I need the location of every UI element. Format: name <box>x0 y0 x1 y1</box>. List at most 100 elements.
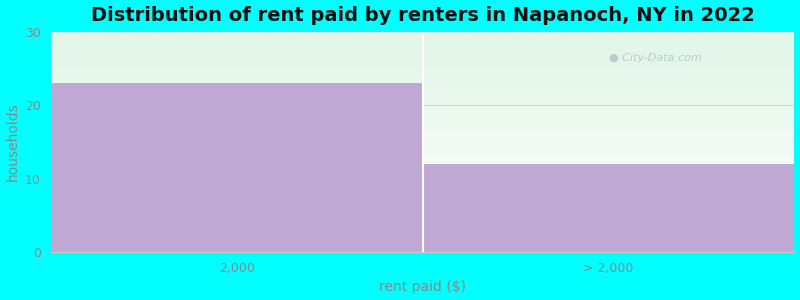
Bar <box>50 83 422 252</box>
Bar <box>50 104 794 106</box>
Bar <box>50 60 794 62</box>
Bar <box>50 175 794 176</box>
Bar <box>50 151 794 152</box>
Bar <box>50 34 794 35</box>
Bar <box>50 121 794 122</box>
Bar <box>50 146 794 147</box>
Bar <box>50 52 794 54</box>
Bar <box>50 80 794 81</box>
Bar <box>50 62 794 64</box>
Bar <box>50 236 794 237</box>
Bar <box>50 133 794 134</box>
Bar <box>50 178 794 179</box>
Bar <box>50 147 794 148</box>
Bar <box>50 218 794 219</box>
Bar <box>50 47 794 48</box>
Bar <box>50 226 794 227</box>
Bar <box>50 207 794 208</box>
Bar <box>50 108 794 109</box>
Bar <box>50 197 794 198</box>
Bar <box>50 200 794 202</box>
Bar <box>50 171 794 172</box>
Bar <box>50 242 794 243</box>
Bar <box>50 167 794 168</box>
Bar <box>50 161 794 162</box>
Bar <box>50 198 794 199</box>
Bar <box>50 164 794 165</box>
Bar <box>50 61 794 62</box>
Bar <box>50 169 794 171</box>
Bar <box>50 233 794 235</box>
Bar <box>50 248 794 249</box>
Bar <box>50 222 794 224</box>
Bar <box>50 122 794 123</box>
Bar <box>50 118 794 119</box>
Bar <box>50 76 794 77</box>
Bar <box>50 204 794 205</box>
Bar <box>50 127 794 128</box>
Bar <box>50 77 794 78</box>
Bar <box>50 75 794 76</box>
Title: Distribution of rent paid by renters in Napanoch, NY in 2022: Distribution of rent paid by renters in … <box>90 6 754 25</box>
Bar <box>50 185 794 186</box>
Bar <box>50 176 794 177</box>
Bar <box>50 152 794 153</box>
Bar <box>50 81 794 83</box>
Bar <box>50 65 794 66</box>
Bar <box>50 246 794 247</box>
Bar <box>50 117 794 118</box>
Bar <box>50 50 794 52</box>
Bar <box>50 214 794 215</box>
Bar <box>50 155 794 156</box>
Bar <box>50 247 794 248</box>
Bar <box>50 143 794 144</box>
Bar <box>50 132 794 133</box>
Bar <box>50 130 794 131</box>
Bar <box>50 112 794 113</box>
Bar <box>50 124 794 125</box>
Bar <box>50 202 794 204</box>
Bar <box>50 46 794 47</box>
Bar <box>50 78 794 79</box>
Bar <box>50 240 794 241</box>
Bar <box>50 44 794 45</box>
Bar <box>50 139 794 140</box>
Bar <box>50 90 794 91</box>
Bar <box>50 64 794 65</box>
Bar <box>50 244 794 246</box>
Bar <box>50 140 794 141</box>
Bar <box>50 231 794 232</box>
Bar <box>50 162 794 163</box>
Bar <box>50 113 794 114</box>
Bar <box>50 59 794 60</box>
Bar <box>50 187 794 188</box>
Bar <box>50 215 794 216</box>
Bar <box>50 238 794 239</box>
Bar <box>50 188 794 189</box>
Bar <box>50 45 794 46</box>
Bar <box>50 73 794 74</box>
Bar <box>50 137 794 139</box>
Bar <box>50 221 794 222</box>
Bar <box>50 89 794 90</box>
Bar <box>50 87 794 88</box>
Bar <box>50 227 794 228</box>
Bar <box>50 168 794 169</box>
Bar <box>50 177 794 178</box>
Bar <box>50 182 794 183</box>
Bar <box>50 109 794 110</box>
Bar <box>50 196 794 197</box>
Bar <box>50 86 794 87</box>
Bar <box>50 228 794 229</box>
Bar <box>50 79 794 80</box>
Bar <box>50 70 794 71</box>
Bar <box>50 54 794 55</box>
Bar <box>50 173 794 174</box>
Bar <box>50 97 794 98</box>
Bar <box>50 235 794 236</box>
Bar <box>50 135 794 136</box>
Bar <box>50 217 794 218</box>
Bar <box>50 239 794 240</box>
Bar <box>50 224 794 225</box>
Bar <box>50 243 794 244</box>
